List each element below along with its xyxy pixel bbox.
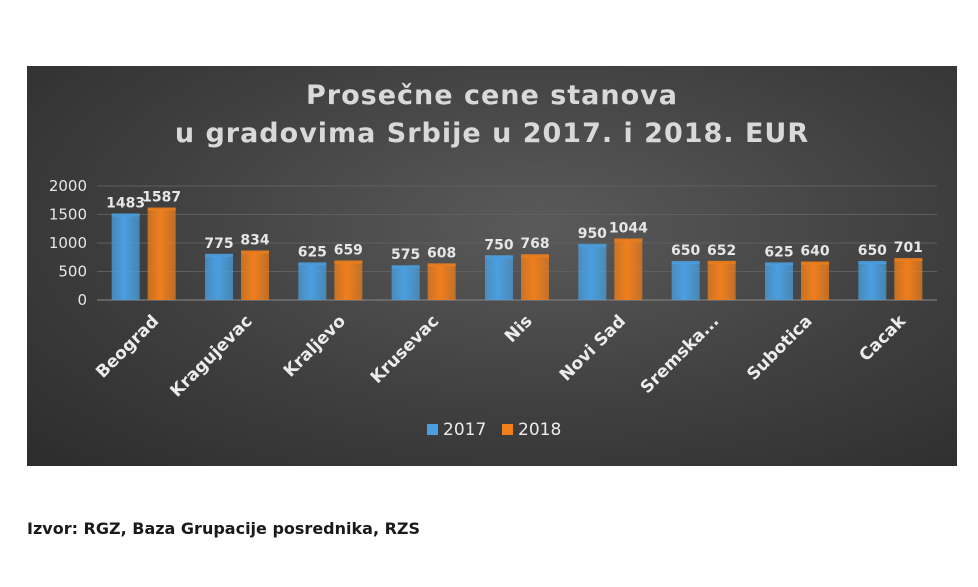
x-tick-label: Novi Sad <box>556 311 630 385</box>
y-tick-label: 1500 <box>49 206 87 224</box>
bar-cap-2017-3 <box>391 265 420 269</box>
bar-2017-7 <box>765 264 793 300</box>
x-tick-label: Kragujevac <box>167 311 257 401</box>
bar-2017-1 <box>205 255 233 300</box>
bar-cap-2018-2 <box>334 260 363 264</box>
bar-2017-6 <box>671 262 700 300</box>
bar-cap-2018-8 <box>894 258 923 262</box>
bar-cap-2018-7 <box>801 261 829 265</box>
data-label: 650 <box>671 243 700 259</box>
bar-cap-2017-2 <box>298 262 327 266</box>
x-tick-label: Beograd <box>92 311 163 382</box>
bar-2018-7 <box>801 263 829 300</box>
x-tick-label: Sremska... <box>637 311 723 397</box>
y-tick-label: 0 <box>77 291 87 309</box>
chart-panel: Prosečne cene stanova u gradovima Srbije… <box>27 66 957 466</box>
x-tick-label: Krusevac <box>367 311 443 387</box>
data-label: 659 <box>334 242 363 258</box>
data-label: 834 <box>240 232 269 248</box>
bar-cap-2018-0 <box>147 207 176 211</box>
data-label: 625 <box>764 244 793 260</box>
bar-2017-2 <box>298 264 327 300</box>
bar-cap-2017-6 <box>671 260 700 264</box>
legend-label-2018: 2018 <box>518 420 561 440</box>
chart-title-line-1: Prosečne cene stanova <box>305 80 678 111</box>
bar-cap-2018-5 <box>614 238 643 242</box>
bar-cap-2017-5 <box>578 243 607 247</box>
bar-2018-3 <box>427 265 456 300</box>
legend-swatch-2018 <box>502 424 513 435</box>
data-label: 1587 <box>142 190 181 206</box>
data-label: 701 <box>894 240 923 256</box>
bar-2018-4 <box>521 256 549 300</box>
data-label: 625 <box>298 244 327 260</box>
data-label: 640 <box>800 244 829 260</box>
bar-2017-5 <box>578 245 607 300</box>
data-label: 775 <box>204 236 233 252</box>
bar-2017-0 <box>111 215 140 300</box>
bar-cap-2018-1 <box>241 250 269 254</box>
bar-cap-2017-1 <box>205 253 233 257</box>
data-label: 768 <box>520 236 549 252</box>
data-label: 652 <box>707 243 736 259</box>
data-label: 1044 <box>609 220 648 236</box>
source-note: Izvor: RGZ, Baza Grupacije posrednika, R… <box>27 519 421 538</box>
x-tick-label: Kraljevo <box>280 311 350 381</box>
bar-cap-2018-4 <box>521 254 549 258</box>
x-tick-label: Cacak <box>856 311 911 366</box>
bar-cap-2018-3 <box>427 263 456 267</box>
bar-cap-2017-4 <box>485 255 513 259</box>
bar-cap-2017-0 <box>111 213 140 217</box>
chart-title-line-2: u gradovima Srbije u 2017. i 2018. EUR <box>174 118 810 149</box>
bar-2017-3 <box>391 267 420 300</box>
data-label: 575 <box>391 247 420 263</box>
bar-2018-5 <box>614 240 643 300</box>
data-label: 750 <box>484 237 513 253</box>
bar-cap-2017-7 <box>765 262 793 266</box>
data-label: 650 <box>858 243 887 259</box>
y-tick-label: 500 <box>58 263 87 281</box>
bar-2018-1 <box>241 252 269 300</box>
bar-2017-4 <box>485 257 513 300</box>
bar-2018-2 <box>334 262 363 300</box>
data-label: 1483 <box>106 195 145 211</box>
data-label: 608 <box>427 245 456 261</box>
bar-2018-0 <box>147 209 176 300</box>
bar-2018-6 <box>707 262 736 300</box>
legend-swatch-2017 <box>427 424 438 435</box>
bar-cap-2017-8 <box>858 260 887 264</box>
bar-2018-8 <box>894 260 923 300</box>
bar-cap-2018-6 <box>707 260 736 264</box>
data-label: 950 <box>578 226 607 242</box>
y-tick-label: 1000 <box>49 234 87 252</box>
x-tick-label: Nis <box>501 311 536 346</box>
y-tick-label: 2000 <box>49 177 87 195</box>
x-tick-label: Subotica <box>743 311 816 384</box>
legend-label-2017: 2017 <box>443 420 486 440</box>
bar-2017-8 <box>858 262 887 300</box>
